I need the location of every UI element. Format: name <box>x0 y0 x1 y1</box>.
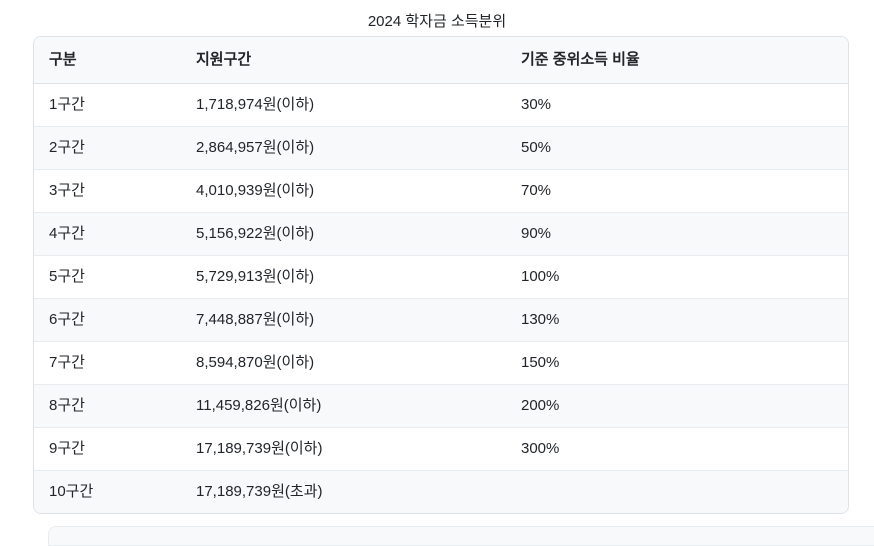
income-bracket-table-card: 구분 지원구간 기준 중위소득 비율 1구간 1,718,974원(이하) 30% 2… <box>33 36 849 514</box>
cell-range: 17,189,739원(이하) <box>181 427 506 471</box>
cell-bracket: 9구간 <box>34 427 181 471</box>
table-row: 4구간 5,156,922원(이하) 90% <box>34 212 848 256</box>
cell-ratio: 150% <box>506 341 848 385</box>
cell-range: 5,729,913원(이하) <box>181 255 506 299</box>
column-header-category: 구분 <box>34 37 181 84</box>
cell-bracket: 8구간 <box>34 384 181 428</box>
cell-ratio: 200% <box>506 384 848 428</box>
cell-ratio: 50% <box>506 126 848 170</box>
table-row: 7구간 8,594,870원(이하) 150% <box>34 341 848 385</box>
table-row: 9구간 17,189,739원(이하) 300% <box>34 427 848 471</box>
cell-range: 7,448,887원(이하) <box>181 298 506 342</box>
cell-range: 11,459,826원(이하) <box>181 384 506 428</box>
cell-bracket: 10구간 <box>34 470 181 513</box>
cell-range: 2,864,957원(이하) <box>181 126 506 170</box>
cell-ratio: 100% <box>506 255 848 299</box>
page-title: 2024 학자금 소득분위 <box>367 13 507 30</box>
cell-bracket: 4구간 <box>34 212 181 256</box>
table-row: 8구간 11,459,826원(이하) 200% <box>34 384 848 428</box>
income-bracket-table: 구분 지원구간 기준 중위소득 비율 1구간 1,718,974원(이하) 30% 2… <box>34 37 848 513</box>
cell-bracket: 7구간 <box>34 341 181 385</box>
cell-bracket: 2구간 <box>34 126 181 170</box>
column-header-range: 지원구간 <box>181 37 506 84</box>
table-row: 5구간 5,729,913원(이하) 100% <box>34 255 848 299</box>
cell-range: 1,718,974원(이하) <box>196 96 315 113</box>
cell-bracket: 1구간 <box>49 96 85 113</box>
cell-range: 17,189,739원(초과) <box>181 470 506 513</box>
table-header-row: 구분 지원구간 기준 중위소득 비율 <box>34 37 848 84</box>
cell-range: 4,010,939원(이하) <box>181 169 506 213</box>
cell-range: 8,594,870원(이하) <box>181 341 506 385</box>
cell-bracket: 3구간 <box>34 169 181 213</box>
cell-ratio <box>506 470 848 513</box>
cell-ratio: 90% <box>506 212 848 256</box>
next-section-partial-card <box>48 526 874 546</box>
cell-ratio: 70% <box>506 169 848 213</box>
cell-bracket: 5구간 <box>34 255 181 299</box>
cell-bracket: 6구간 <box>34 298 181 342</box>
table-row: 10구간 17,189,739원(초과) <box>34 470 848 513</box>
cell-ratio: 300% <box>506 427 848 471</box>
table-row: 1구간 1,718,974원(이하) 30% <box>34 84 848 127</box>
cell-ratio: 30% <box>521 96 552 113</box>
table-row: 6구간 7,448,887원(이하) 130% <box>34 298 848 342</box>
table-row: 2구간 2,864,957원(이하) 50% <box>34 126 848 170</box>
column-header-ratio: 기준 중위소득 비율 <box>506 37 848 84</box>
cell-range: 5,156,922원(이하) <box>181 212 506 256</box>
table-row: 3구간 4,010,939원(이하) 70% <box>34 169 848 213</box>
cell-ratio: 130% <box>506 298 848 342</box>
